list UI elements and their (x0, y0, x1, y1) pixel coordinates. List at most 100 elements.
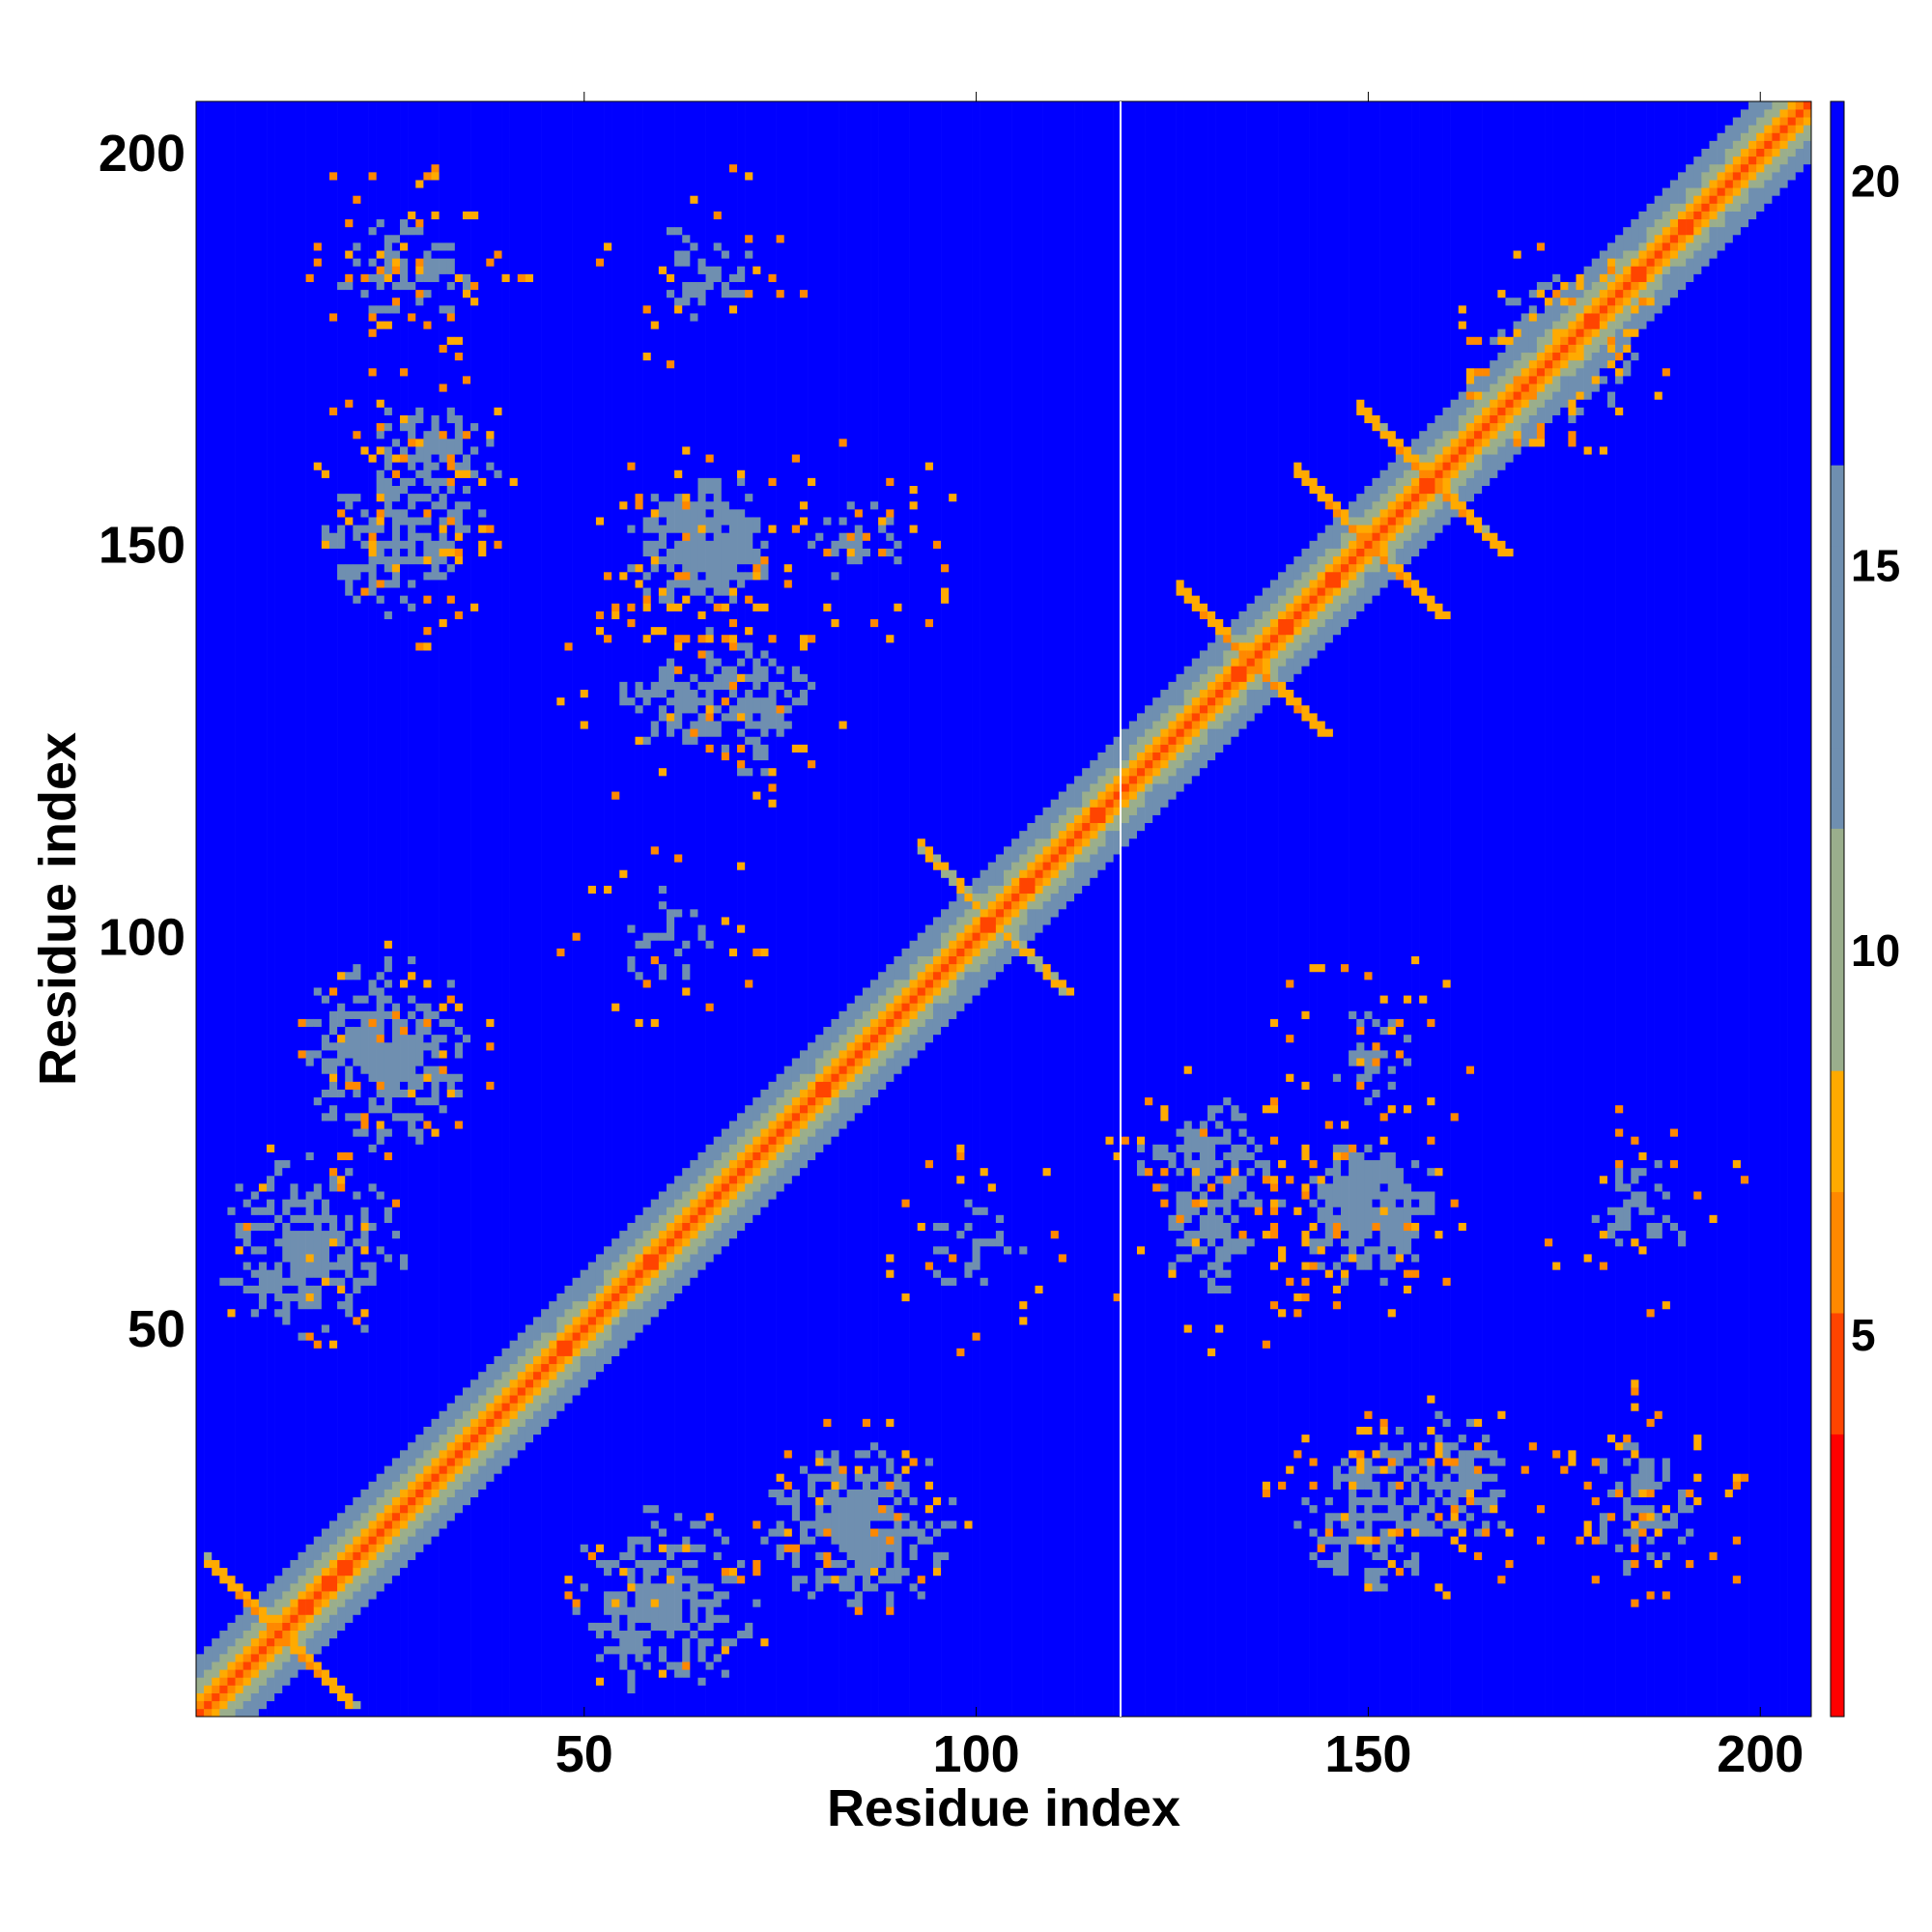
heatmap-cell (753, 1096, 761, 1122)
heatmap-cell (690, 1183, 698, 1200)
heatmap-cell (862, 1450, 871, 1459)
heatmap-cell (1465, 384, 1475, 392)
heatmap-cell (1364, 1458, 1373, 1490)
heatmap-cell (1576, 407, 1584, 415)
heatmap-cell (1208, 626, 1216, 643)
heatmap-cell (753, 791, 761, 800)
heatmap-cell (721, 924, 730, 1129)
heatmap-cell (604, 1317, 612, 1325)
heatmap-cell (760, 744, 769, 761)
heatmap-cell (697, 696, 706, 706)
heatmap-cell (400, 1473, 409, 1490)
heatmap-cell (745, 689, 753, 729)
heatmap-cell (611, 1654, 620, 1718)
heatmap-cell (446, 1426, 456, 1443)
heatmap-cell (753, 728, 761, 737)
heatmap-cell (1379, 1496, 1389, 1506)
heatmap-cell (674, 1175, 683, 1200)
heatmap-cell (1208, 1104, 1216, 1122)
heatmap-cell (635, 681, 643, 698)
heatmap-cell (995, 932, 1005, 949)
heatmap-cell (384, 948, 393, 956)
heatmap-cell (1183, 744, 1193, 761)
heatmap-cell (642, 1637, 652, 1647)
heatmap-cell (1364, 1536, 1373, 1545)
heatmap-cell (478, 1465, 487, 1490)
heatmap-cell (258, 1637, 268, 1647)
heatmap-cell (1606, 1512, 1616, 1521)
heatmap-cell (1058, 1254, 1067, 1263)
heatmap-cell (1528, 446, 1538, 1443)
heatmap-cell (1332, 548, 1342, 557)
heatmap-cell (886, 1269, 895, 1278)
heatmap-cell (941, 1003, 950, 1028)
heatmap-cell (290, 1559, 298, 1584)
heatmap-cell (328, 1010, 338, 1036)
heatmap-cell (666, 571, 675, 581)
heatmap-cell (776, 1481, 785, 1490)
heatmap-cell (831, 1058, 839, 1066)
heatmap-cell (635, 713, 643, 737)
heatmap-cell (783, 1450, 793, 1459)
heatmap-cell (674, 250, 683, 267)
heatmap-cell (682, 1662, 691, 1670)
heatmap-cell (690, 744, 698, 910)
heatmap-cell (1254, 1159, 1264, 1169)
heatmap-cell (1411, 517, 1420, 533)
heatmap-cell (478, 101, 487, 478)
heatmap-cell (525, 101, 534, 274)
heatmap-cell (1606, 1207, 1616, 1215)
heatmap-cell (1065, 783, 1075, 808)
heatmap-cell (823, 611, 832, 1028)
heatmap-cell (391, 1121, 401, 1200)
heatmap-cell (1082, 101, 1091, 769)
heatmap-cell (1545, 352, 1553, 361)
heatmap-cell (878, 1041, 887, 1051)
heatmap-cell (1403, 1520, 1412, 1529)
heatmap-cell (486, 525, 495, 533)
heatmap-cell (949, 101, 957, 495)
heatmap-cell (1090, 822, 1098, 832)
heatmap-cell (1215, 689, 1224, 698)
heatmap-cell (1058, 830, 1067, 839)
heatmap-cell (250, 1614, 260, 1623)
heatmap-cell (1332, 555, 1342, 565)
heatmap-cell (1356, 587, 1365, 611)
heatmap-cell (462, 1441, 471, 1451)
heatmap-cell (549, 1378, 557, 1396)
heatmap-cell (1269, 1214, 1279, 1223)
heatmap-cell (1191, 1199, 1201, 1208)
heatmap-cell (894, 1034, 902, 1051)
heatmap-cell (1128, 814, 1138, 839)
heatmap-cell (924, 1269, 934, 1459)
heatmap-cell (595, 1300, 605, 1310)
heatmap-cell (721, 1654, 730, 1670)
heatmap-cell (650, 1583, 660, 1600)
heatmap-cell (658, 1269, 668, 1286)
heatmap-cell (1160, 1175, 1169, 1184)
heatmap-cell (360, 1128, 369, 1137)
heatmap-cell (932, 1003, 942, 1036)
heatmap-cell (556, 948, 565, 956)
heatmap-cell (1019, 909, 1028, 925)
heatmap-cell (1341, 1458, 1350, 1466)
heatmap-cell (815, 1567, 824, 1592)
heatmap-cell (328, 1175, 338, 1192)
heatmap-cell (446, 563, 456, 573)
heatmap-cell (658, 666, 668, 698)
heatmap-cell (501, 281, 510, 1349)
heatmap-cell (956, 1183, 965, 1232)
heatmap-cell (1403, 462, 1412, 470)
heatmap-cell (1341, 1277, 1350, 1286)
heatmap-cell (791, 1151, 801, 1177)
heatmap-cell (1473, 422, 1483, 432)
heatmap-cell (1356, 571, 1365, 588)
heatmap-cell (745, 517, 753, 565)
heatmap-cell (305, 1599, 315, 1615)
heatmap-cell (870, 1567, 879, 1577)
heatmap-cell (212, 1575, 220, 1639)
heatmap-cell (439, 313, 448, 345)
heatmap-cell (242, 1685, 252, 1702)
heatmap-cell (862, 101, 871, 533)
heatmap-cell (298, 1214, 306, 1223)
